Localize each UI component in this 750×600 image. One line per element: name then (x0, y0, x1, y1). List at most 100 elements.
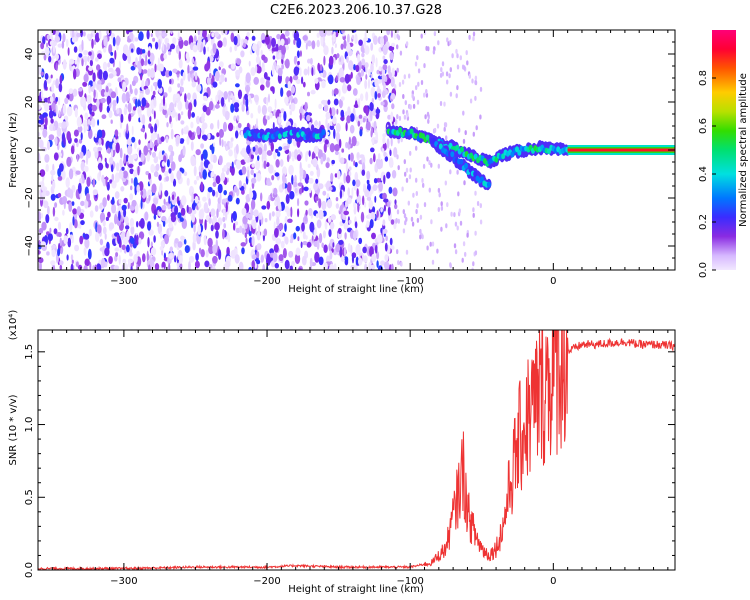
noise-cell (365, 74, 368, 80)
noise-cell (411, 93, 414, 99)
noise-cell (234, 254, 240, 264)
noise-cell (370, 130, 373, 138)
noise-cell (260, 49, 263, 56)
noise-cell (187, 72, 191, 82)
noise-cell (428, 160, 431, 166)
noise-cell (348, 219, 352, 224)
noise-cell (118, 198, 122, 205)
noise-cell (125, 225, 130, 230)
noise-cell (212, 244, 218, 254)
noise-cell (198, 209, 204, 220)
noise-cell (316, 219, 322, 229)
noise-cell (290, 85, 296, 94)
noise-cell (151, 151, 157, 158)
noise-cell (322, 190, 327, 196)
noise-cell (59, 260, 64, 266)
noise-cell (94, 205, 99, 212)
noise-cell (395, 119, 398, 125)
noise-cell (381, 148, 385, 153)
noise-cell (351, 254, 355, 264)
noise-cell (223, 223, 226, 229)
noise-cell (125, 49, 131, 57)
noise-cell (127, 102, 132, 113)
noise-cell (380, 227, 383, 234)
noise-cell (53, 152, 59, 161)
noise-cell (341, 84, 348, 94)
noise-cell (87, 33, 91, 40)
noise-cell (99, 202, 103, 209)
noise-cell (202, 169, 207, 180)
noise-cell (254, 144, 259, 156)
noise-cell (351, 34, 355, 40)
noise-cell (322, 230, 326, 239)
noise-cell (74, 107, 78, 118)
noise-cell (278, 230, 283, 237)
noise-cell (383, 174, 386, 185)
noise-cell (172, 93, 176, 104)
noise-cell (252, 43, 257, 52)
noise-cell (290, 206, 293, 218)
noise-cell (126, 138, 132, 146)
noise-cell (177, 252, 180, 260)
noise-cell (59, 163, 64, 172)
noise-cell (338, 67, 344, 79)
noise-cell (244, 152, 248, 163)
noise-cell (338, 138, 342, 149)
noise-cell (331, 159, 336, 165)
noise-cell (357, 53, 361, 63)
noise-cell (196, 84, 202, 92)
noise-cell (130, 177, 134, 184)
noise-cell (388, 45, 395, 52)
noise-cell (116, 234, 119, 243)
noise-cell (364, 62, 369, 69)
noise-cell (272, 86, 275, 95)
noise-cell (212, 81, 218, 88)
noise-cell (321, 99, 327, 105)
noise-cell (421, 234, 424, 240)
signal-cell (486, 181, 491, 188)
noise-cell (200, 181, 204, 192)
noise-cell (215, 191, 219, 198)
noise-cell (297, 236, 300, 242)
noise-cell (428, 187, 431, 193)
noise-cell (132, 169, 138, 178)
noise-cell (241, 227, 245, 235)
noise-cell (196, 126, 201, 136)
noise-cell (341, 30, 345, 34)
noise-cell (272, 252, 278, 263)
noise-cell (174, 255, 177, 263)
noise-cell (280, 38, 285, 46)
noise-cell (377, 93, 381, 98)
noise-cell (40, 42, 45, 50)
noise-cell (446, 79, 449, 85)
noise-cell (307, 66, 310, 76)
noise-cell (329, 143, 335, 153)
noise-cell (314, 120, 319, 127)
noise-cell (282, 248, 287, 259)
noise-cell (383, 198, 389, 203)
noise-cell (288, 95, 294, 101)
noise-cell (329, 263, 335, 270)
noise-cell (372, 206, 376, 214)
noise-cell (50, 74, 53, 79)
noise-cell (52, 125, 56, 132)
noise-cell (389, 51, 394, 61)
noise-cell (356, 194, 362, 205)
noise-cell (208, 217, 212, 225)
noise-cell (59, 237, 62, 247)
noise-cell (326, 199, 333, 209)
noise-cell (169, 78, 172, 85)
noise-cell (240, 130, 244, 138)
noise-cell (128, 163, 134, 168)
noise-cell (329, 124, 335, 131)
noise-cell (353, 201, 357, 209)
noise-cell (161, 98, 164, 106)
noise-cell (78, 53, 83, 58)
noise-cell (307, 91, 310, 97)
noise-cell (358, 97, 361, 109)
noise-cell (382, 55, 386, 61)
signal-cell (277, 133, 282, 140)
noise-cell (221, 139, 224, 148)
noise-cell (62, 103, 67, 115)
noise-cell (142, 69, 148, 74)
